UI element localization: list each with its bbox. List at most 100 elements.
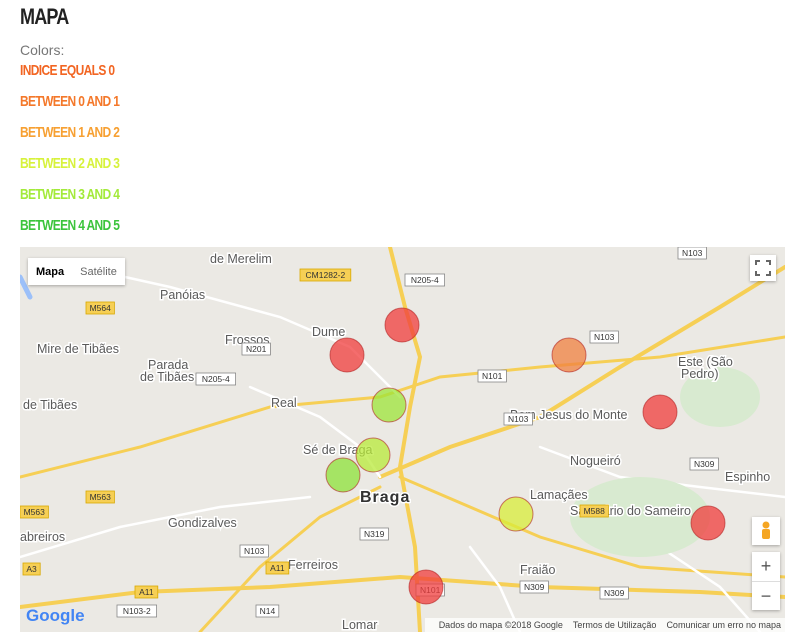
road-shield-box <box>404 273 445 287</box>
report-link[interactable]: Comunicar um erro no mapa <box>666 620 781 630</box>
place-label: Espinho <box>725 470 770 484</box>
road-shield: N205-4 <box>195 372 236 386</box>
road-shield-box <box>22 562 41 576</box>
road-shield-text: A3 <box>26 564 37 574</box>
legend-item: BETWEEN 4 AND 5 <box>20 217 120 234</box>
road-shield: M564 <box>85 301 115 315</box>
road-shield: N103 <box>677 247 707 260</box>
road-shield-box <box>503 412 533 426</box>
road-shield-text: N309 <box>694 459 715 469</box>
road-shield-box <box>85 301 115 315</box>
road-shield-text: CM1282-2 <box>306 270 346 280</box>
road-shield-text: N103 <box>682 248 703 258</box>
road-shield: N319 <box>359 527 389 541</box>
place-label: Nogueiró <box>570 454 621 468</box>
place-label: de Tibães <box>23 398 77 412</box>
road-shield-box <box>519 580 549 594</box>
road-shield-text: N103 <box>244 546 265 556</box>
road-shield-text: N103 <box>508 414 529 424</box>
road-shield: N309 <box>519 580 549 594</box>
legend-item: BETWEEN 2 AND 3 <box>20 155 120 172</box>
road-shield: N201 <box>241 342 271 356</box>
marker <box>551 337 587 373</box>
road-shield-box <box>579 504 609 518</box>
place-label: Panóias <box>160 288 205 302</box>
marker <box>642 394 678 430</box>
road-shield: N309 <box>599 586 629 600</box>
roads <box>20 247 785 632</box>
place-label: de Merelim <box>210 252 272 266</box>
road-shield: N103 <box>239 544 269 558</box>
road-shield-text: M563 <box>24 507 46 517</box>
road-shield-text: N201 <box>246 344 267 354</box>
legend-item: INDICE EQUALS 0 <box>20 62 115 79</box>
road-shield: M588 <box>579 504 609 518</box>
google-logo: Google <box>26 606 85 625</box>
terms-link[interactable]: Termos de Utilização <box>572 620 657 630</box>
marker <box>498 496 534 532</box>
road-shield-text: A11 <box>270 563 285 573</box>
road-shield-box <box>195 372 236 386</box>
place-label: Fraião <box>520 563 555 577</box>
road-shield-text: M564 <box>90 303 112 313</box>
parks <box>570 367 760 557</box>
map[interactable]: de Merelim Panóias Mire de Tibães Frossos Du… <box>20 247 785 632</box>
fullscreen-button[interactable] <box>750 255 776 281</box>
road-shield-box <box>20 505 49 519</box>
markers <box>325 307 726 605</box>
marker <box>355 437 391 473</box>
fullscreen-icon <box>755 260 771 276</box>
road-shield: A3 <box>22 562 41 576</box>
legend-item: BETWEEN 3 AND 4 <box>20 186 120 203</box>
zoom-in-button[interactable]: + <box>760 556 772 576</box>
road-shield-text: M588 <box>584 506 606 516</box>
marker <box>371 387 407 423</box>
legend-caption: Colors: <box>20 42 65 58</box>
zoom-control: + − <box>752 552 780 610</box>
road-shield-box <box>299 268 352 282</box>
road-shield: N101 <box>477 369 507 383</box>
place-label: Bom Jesus do Monte <box>510 408 627 422</box>
road-shield-box <box>589 330 619 344</box>
place-label: Ferreiros <box>288 558 338 572</box>
marker <box>325 457 361 493</box>
map-button[interactable]: Mapa <box>36 265 65 278</box>
map-data-text: Dados do mapa ©2018 Google <box>438 620 563 630</box>
road-shield-box <box>255 604 280 618</box>
road-shield-text: M563 <box>90 492 112 502</box>
pegman-button[interactable] <box>752 517 780 545</box>
road-shield-text: A11 <box>139 587 154 597</box>
road-shield: N103 <box>589 330 619 344</box>
road-shield: N103-2 <box>116 604 157 618</box>
road-shield-text: N205-4 <box>202 374 230 384</box>
road-shield-box <box>239 544 269 558</box>
map-type-control: Mapa Satélite <box>28 258 125 285</box>
road-shield: M563 <box>85 490 115 504</box>
place-label: abreiros <box>20 530 65 544</box>
road-shield-text: N319 <box>364 529 385 539</box>
marker <box>690 505 726 541</box>
road-shield: CM1282-2 <box>299 268 352 282</box>
road-shield-box <box>677 247 707 260</box>
zoom-out-button[interactable]: − <box>752 581 780 611</box>
pegman-icon <box>762 521 770 539</box>
road-shield-box <box>359 527 389 541</box>
road-shield: N309 <box>689 457 719 471</box>
marker <box>384 307 420 343</box>
road-shield: N14 <box>255 604 280 618</box>
place-label: Lamaçães <box>530 488 588 502</box>
road-shield: A11 <box>134 585 159 599</box>
road-shield-box <box>477 369 507 383</box>
map-footer: Dados do mapa ©2018 Google Termos de Util… <box>424 618 785 632</box>
satellite-button[interactable]: Satélite <box>80 265 117 278</box>
place-label: Real <box>271 396 297 410</box>
road-shield-text: N205-4 <box>411 275 439 285</box>
road-shield: M563 <box>20 505 49 519</box>
road-shield: N103 <box>503 412 533 426</box>
place-label: Mire de Tibães <box>37 342 119 356</box>
road-shield-text: N103 <box>594 332 615 342</box>
